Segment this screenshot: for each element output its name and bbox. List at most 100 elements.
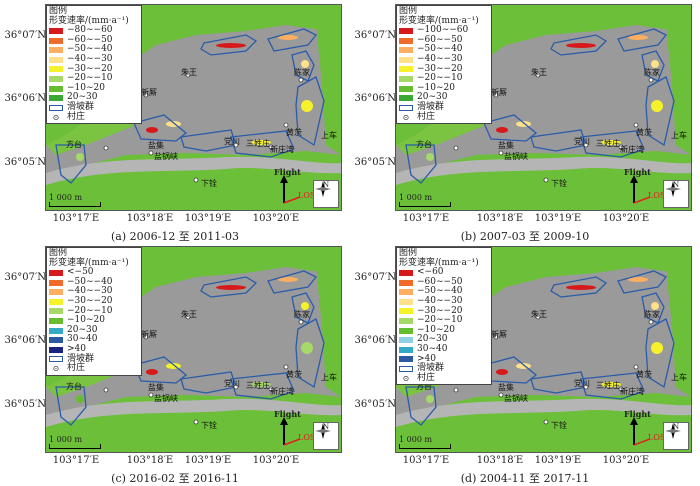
place-label: 黄茨 [636,370,652,379]
village-marker [648,319,654,325]
village-marker [633,122,639,128]
village-marker [543,419,549,425]
longitude-label: 103°17′E [402,455,450,466]
legend-label: −60∼−50 [417,34,463,45]
deformation-spot [146,127,158,133]
legend-item: −50∼−40 [399,45,489,55]
flight-direction: Flight [624,167,651,177]
place-label: 盐锅峡 [504,394,528,403]
legend-swatch [49,66,63,73]
legend-subtitle: 形变速率/(mm·a⁻¹) [49,15,129,26]
village-marker [283,122,289,128]
legend-item: 滑坡群 [49,102,139,113]
legend-label: −20∼−10 [417,73,463,84]
legend-swatch [399,298,413,305]
legend-item: >40 [399,354,489,365]
village-marker [268,386,274,392]
village-marker [535,314,541,320]
place-label: 陈家 [294,310,310,319]
legend-label: −10∼20 [67,315,105,326]
place-label: 方台 [416,140,432,149]
deformation-spot [651,302,659,310]
los-label: LOS [298,433,316,442]
legend-swatch [49,346,63,353]
flight-arrowhead [630,175,638,183]
landslide-outline [267,28,318,52]
deformation-spot [166,121,181,127]
legend-item: 20∼30 [399,335,489,345]
landslide-outline [405,144,437,184]
legend-title: 图例 [399,6,418,16]
landslide-outline [55,144,87,184]
landslide-outline [230,130,295,158]
legend-swatch [399,47,413,54]
legend-swatch [399,289,413,296]
legend-item: −40∼−30 [399,296,489,307]
legend-label: 30∼40 [67,334,98,345]
legend-item: ⊙ 村庄 [399,112,489,123]
deformation-spot [651,342,663,354]
deformation-map: 朱王 新厮 陈家 方台 盐集 盐锅峡 党川 三姓庄 新庄湾 黄茨 下铨 上车 1 000 m Flight… [395,246,692,453]
legend-item: −10∼20 [399,83,489,94]
legend-swatch [399,75,413,82]
landslide-outline [580,130,645,158]
landslide-outline [641,50,665,82]
legend-swatch [49,279,63,286]
legend-label: −20∼−10 [67,73,113,84]
village-marker [193,419,199,425]
legend-swatch [399,317,413,324]
legend-label: 20∼30 [67,324,98,335]
landslide-swatch [49,356,63,363]
scale-bar: 1 000 m [49,435,101,449]
legend-swatch [399,27,413,34]
deformation-spot [628,35,648,40]
panel-caption: (c) 2016-02 至 2016-11 [111,472,239,485]
landslide-outline [550,276,608,298]
legend-item: −40∼−30 [49,287,139,297]
legend-swatch [399,308,413,315]
legend-swatch [49,56,63,63]
legend-label: −80∼−60 [67,25,113,36]
deformation-spot [251,382,271,387]
panel-caption: (d) 2004-11 至 2017-11 [460,472,590,485]
legend-item: −100∼−60 [399,26,489,36]
latitude-label: 36°05′N [4,399,46,410]
landslide-outline [200,34,258,56]
legend-swatch [399,66,413,73]
north-arrow-icon: N [663,180,689,208]
landslide-outline [291,50,315,82]
place-label: 三姓庄 [246,139,270,148]
landslide-swatch [399,104,413,111]
legend-label: −50∼−40 [67,44,113,55]
scale-line [399,202,451,207]
los-label: LOS [648,191,666,200]
longitude-label: 103°17′E [52,213,100,224]
legend-item: 30∼40 [399,344,489,355]
deformation-spot [76,153,84,161]
legend-swatch [49,37,63,44]
legend-label: −30∼−20 [417,305,463,316]
deformation-map: 朱王 新厮 陈家 方台 盐集 盐锅峡 党川 三姓庄 新庄湾 黄茨 下铨 上车 1 000 m Flight… [45,246,342,453]
scale-label: 1 000 m [49,435,83,444]
stable-area [666,247,691,397]
place-label: 盐锅峡 [154,394,178,403]
flight-direction: Flight [274,409,301,419]
los-label: LOS [648,433,666,442]
legend-title: 图例 [49,6,68,16]
legend-item: 30∼40 [49,335,139,345]
legend-item: 滑坡群 [399,364,489,374]
legend-item: ⊙ 村庄 [399,373,489,384]
deformation-spot [76,395,84,403]
panel-caption: (b) 2007-03 至 2009-10 [460,230,590,243]
place-label: 新厮 [141,330,157,339]
deformation-spot [301,60,309,68]
village-marker [298,77,304,83]
legend-item: 20∼30 [399,93,489,103]
legend-item: −10∼20 [49,83,139,94]
legend-label: −50∼−40 [417,286,463,297]
deformation-spot [496,369,508,375]
legend-item: −50∼−40 [399,287,489,297]
village-marker [193,177,199,183]
place-label: 陈家 [294,68,310,77]
place-label: 上车 [321,373,337,382]
